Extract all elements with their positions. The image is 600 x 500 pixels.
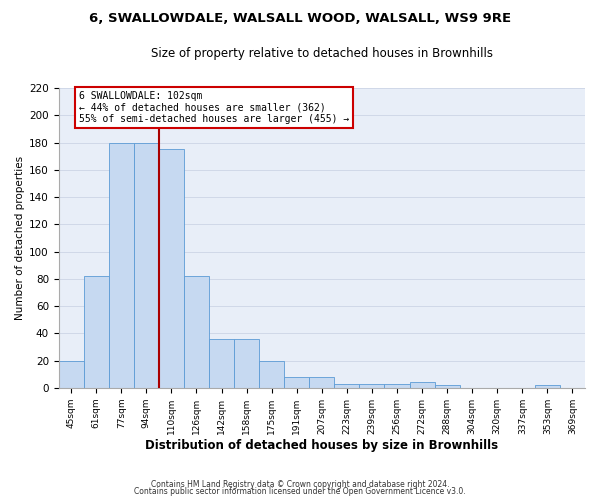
Title: Size of property relative to detached houses in Brownhills: Size of property relative to detached ho… xyxy=(151,48,493,60)
Text: 6, SWALLOWDALE, WALSALL WOOD, WALSALL, WS9 9RE: 6, SWALLOWDALE, WALSALL WOOD, WALSALL, W… xyxy=(89,12,511,26)
Bar xyxy=(535,385,560,388)
Bar xyxy=(410,382,434,388)
Bar xyxy=(109,142,134,388)
Bar xyxy=(59,360,84,388)
Y-axis label: Number of detached properties: Number of detached properties xyxy=(15,156,25,320)
Bar xyxy=(184,276,209,388)
Bar xyxy=(284,377,309,388)
Bar xyxy=(334,384,359,388)
X-axis label: Distribution of detached houses by size in Brownhills: Distribution of detached houses by size … xyxy=(145,440,499,452)
Bar xyxy=(259,360,284,388)
Bar xyxy=(159,150,184,388)
Bar xyxy=(359,384,385,388)
Bar xyxy=(134,142,159,388)
Bar xyxy=(309,377,334,388)
Text: Contains public sector information licensed under the Open Government Licence v3: Contains public sector information licen… xyxy=(134,487,466,496)
Bar xyxy=(234,339,259,388)
Bar xyxy=(209,339,234,388)
Bar xyxy=(385,384,410,388)
Bar xyxy=(434,385,460,388)
Bar xyxy=(84,276,109,388)
Text: 6 SWALLOWDALE: 102sqm
← 44% of detached houses are smaller (362)
55% of semi-det: 6 SWALLOWDALE: 102sqm ← 44% of detached … xyxy=(79,91,349,124)
Text: Contains HM Land Registry data © Crown copyright and database right 2024.: Contains HM Land Registry data © Crown c… xyxy=(151,480,449,489)
